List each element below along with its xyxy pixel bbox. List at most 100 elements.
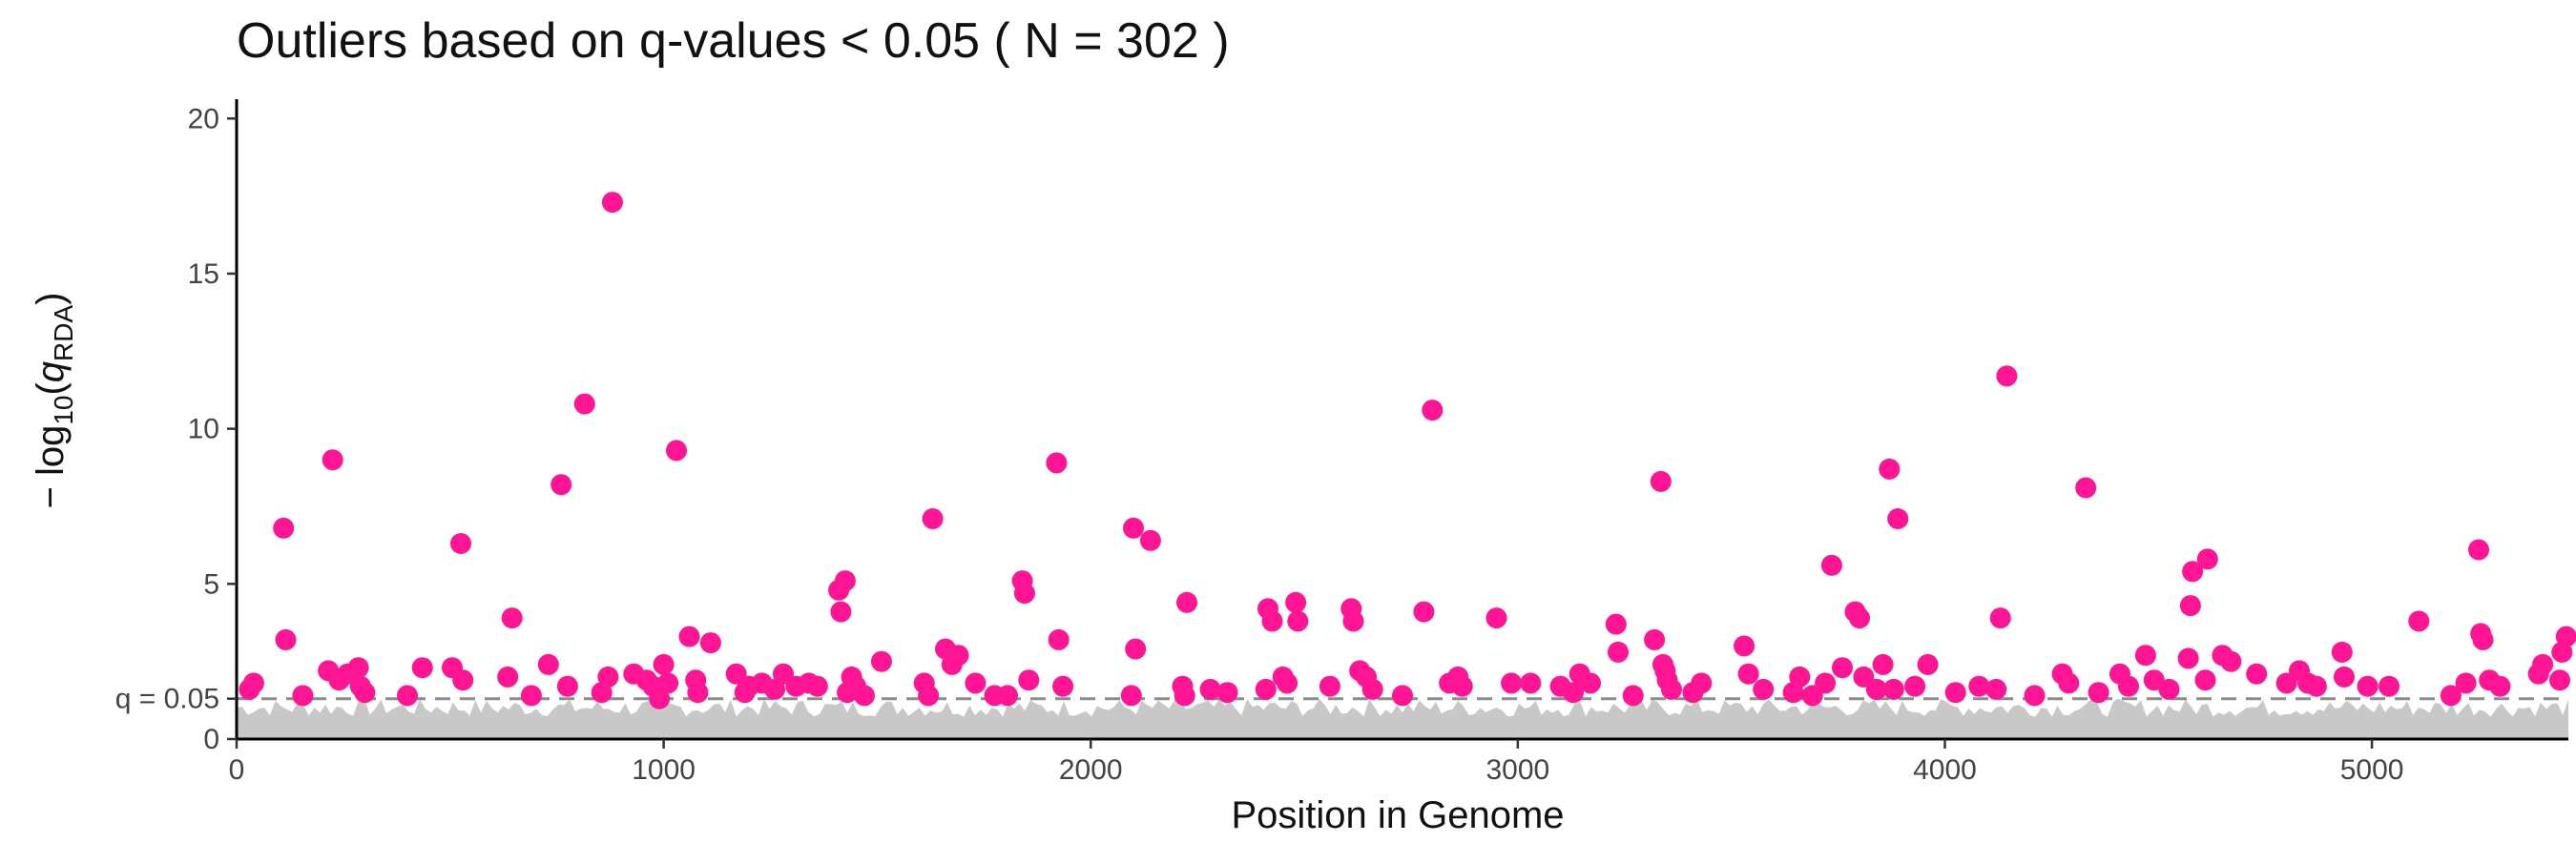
outlier-point (2555, 626, 2576, 647)
outlier-point (1123, 517, 1144, 539)
x-tick-label: 1000 (632, 754, 696, 786)
outlier-point (452, 669, 474, 691)
outlier-point (1285, 591, 1307, 613)
outlier-point (2408, 610, 2430, 632)
x-tick-label: 0 (229, 754, 245, 786)
outlier-point (501, 607, 523, 629)
outlier-point (1865, 678, 1887, 700)
outlier-point (1644, 628, 1666, 650)
outlier-point (497, 666, 519, 688)
outlier-point (1661, 678, 1682, 700)
outlier-point (2118, 675, 2139, 697)
outlier-point (1139, 529, 1161, 551)
outlier-point (1753, 678, 1775, 700)
x-tick-label: 4000 (1913, 754, 1977, 786)
outlier-point (2532, 653, 2554, 675)
outlier-point (520, 685, 542, 707)
outlier-point (1216, 682, 1238, 704)
x-tick-label: 5000 (2340, 754, 2404, 786)
outlier-point (997, 685, 1018, 707)
outlier-point (1520, 672, 1542, 694)
y-tick-label: 5 (203, 568, 219, 600)
outlier-point (397, 685, 418, 707)
outlier-point (1622, 685, 1644, 707)
outlier-point (806, 675, 828, 697)
x-axis-title: Position in Genome (1231, 794, 1564, 836)
outlier-point (834, 570, 856, 592)
nonsignificant-loci-band (237, 698, 2568, 739)
outlier-point (2196, 548, 2218, 570)
outlier-point (1361, 678, 1383, 700)
axes-layer: 0 1000 2000 3000 4000 5000 0 q = 0.05 5 10 15 20 (115, 99, 2568, 786)
outlier-point (273, 517, 295, 539)
outlier-point (1887, 508, 1909, 529)
outlier-point (1650, 470, 1672, 492)
y-axis-title: − log10(qRDA) (30, 292, 78, 508)
y-tick-label: 0 (203, 724, 219, 755)
outlier-point (1013, 583, 1035, 605)
outlier-point (2143, 669, 2165, 691)
outlier-point (2331, 641, 2353, 663)
outlier-point (2194, 669, 2216, 691)
outlier-point (2088, 682, 2109, 704)
outlier-point (1832, 657, 1853, 679)
outlier-point (1815, 672, 1837, 694)
outlier-point (922, 508, 944, 529)
outlier-point (2182, 561, 2204, 583)
outlier-point (347, 657, 369, 679)
outlier-point (354, 682, 376, 704)
outlier-point (657, 672, 679, 694)
outlier-point (2220, 650, 2242, 672)
outlier-point (1968, 675, 1990, 697)
outlier-point (1277, 672, 1298, 694)
outlier-point (2075, 477, 2097, 499)
outlier-point (1413, 601, 1435, 623)
outlier-point (1691, 672, 1713, 694)
outlier-point (1125, 638, 1147, 660)
outlier-point (2489, 675, 2511, 697)
outlier-point (1174, 685, 1195, 707)
outlier-point (653, 653, 675, 675)
outlier-point (2549, 669, 2570, 691)
outlier-point (1605, 613, 1627, 635)
outlier-point (699, 632, 721, 654)
background-band-layer (237, 698, 2568, 739)
outlier-point (1261, 610, 1283, 632)
outlier-point (2468, 539, 2489, 561)
outlier-point (649, 688, 671, 709)
outlier-point (2472, 628, 2494, 650)
outlier-point (1737, 663, 1759, 685)
outlier-point (1608, 641, 1629, 663)
outlier-point (1563, 682, 1584, 704)
outlier-point (1287, 610, 1309, 632)
outlier-point (1255, 678, 1277, 700)
x-tick-label: 3000 (1485, 754, 1549, 786)
outlier-point (1849, 607, 1870, 629)
outlier-point (1501, 672, 1523, 694)
outlier-point (2158, 678, 2180, 700)
outlier-point (947, 645, 969, 667)
outlier-point (666, 440, 687, 462)
outlier-point (2058, 672, 2080, 694)
outlier-point (1985, 678, 2007, 700)
outlier-point (242, 672, 264, 694)
outlier-point (830, 601, 852, 623)
outlier-point (1734, 635, 1755, 657)
outlier-point (2455, 672, 2477, 694)
outlier-point (1199, 678, 1221, 700)
y-tick-label: 10 (188, 414, 219, 445)
outlier-point (1046, 452, 1068, 474)
outlier-point (1989, 607, 2011, 629)
outlier-point (2440, 685, 2462, 707)
outlier-point (2024, 685, 2046, 707)
outlier-point (1451, 675, 1473, 697)
outlier-point (556, 675, 578, 697)
outlier-point (1342, 610, 1364, 632)
outlier-point (1485, 607, 1507, 629)
outlier-point (687, 682, 709, 704)
y-tick-label: 15 (188, 258, 219, 290)
outlier-point (1392, 685, 1413, 707)
outlier-point (1820, 554, 1842, 576)
outlier-point (322, 449, 343, 471)
